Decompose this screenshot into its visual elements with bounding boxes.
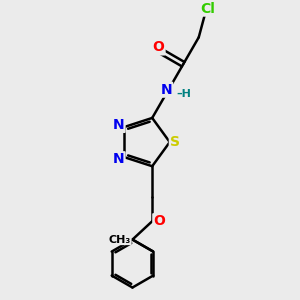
Text: N: N	[160, 83, 172, 97]
Text: –H: –H	[177, 89, 192, 99]
Text: O: O	[153, 40, 165, 54]
Text: N: N	[113, 152, 124, 166]
Text: CH₃: CH₃	[109, 235, 131, 244]
Text: Cl: Cl	[201, 2, 216, 16]
Text: O: O	[153, 214, 165, 228]
Text: S: S	[170, 135, 180, 149]
Text: N: N	[113, 118, 124, 132]
